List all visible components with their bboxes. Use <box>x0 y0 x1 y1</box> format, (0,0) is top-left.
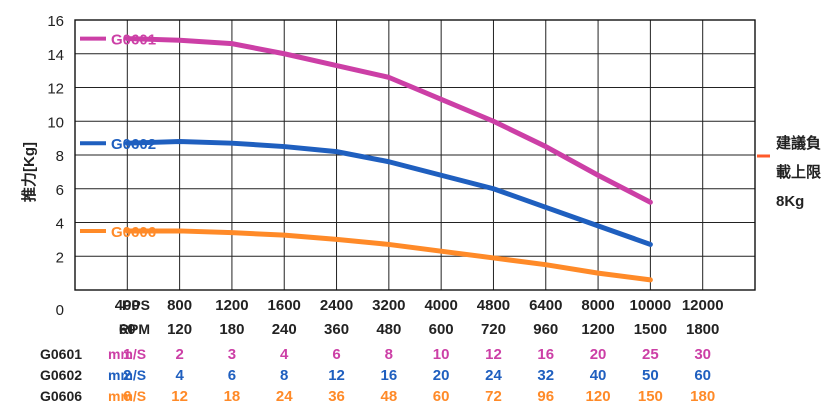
y-tick-label: 2 <box>56 249 64 266</box>
speed-value: 72 <box>485 388 502 405</box>
speed-value: 3 <box>228 346 236 363</box>
speed-value: 12 <box>328 367 345 384</box>
series-line-G0602 <box>124 139 653 247</box>
y-tick-label: 8 <box>56 148 64 165</box>
y-tick-label: 10 <box>47 114 64 131</box>
rpm-tick-label: 600 <box>429 321 454 338</box>
rpm-tick-label: 360 <box>324 321 349 338</box>
pps-tick-label: 6400 <box>529 297 562 314</box>
plot-frame <box>74 19 756 291</box>
load-limit-text: 載上限 <box>776 163 821 181</box>
speed-value: 6 <box>332 346 340 363</box>
pps-tick-label: 12000 <box>682 297 724 314</box>
speed-value: 50 <box>642 367 659 384</box>
speed-value: 4 <box>175 367 184 384</box>
y-tick-label: 16 <box>47 13 64 30</box>
rpm-tick-label: 720 <box>481 321 506 338</box>
speed-value: 20 <box>433 367 450 384</box>
speed-value: 12 <box>171 388 188 405</box>
rpm-tick-label: 1200 <box>581 321 614 338</box>
series-line-G0606 <box>124 228 653 283</box>
series-labels: G0601 G0602 G0606 <box>80 32 156 241</box>
speed-value: 36 <box>328 388 345 405</box>
speed-value: 20 <box>590 346 607 363</box>
speed-value: 48 <box>381 388 398 405</box>
speed-value: 8 <box>385 346 393 363</box>
y-axis-ticks: 2 4 6 8 10 12 14 16 <box>47 13 64 266</box>
speed-row-name-G0606: G0606 <box>40 388 82 404</box>
speed-value: 12 <box>485 346 502 363</box>
plot-border <box>74 19 756 291</box>
speed-row-unit-G0602: mm/S <box>108 367 146 383</box>
speed-value: 32 <box>537 367 554 384</box>
speed-value: 60 <box>433 388 450 405</box>
speed-value: 4 <box>280 346 289 363</box>
speed-value: 8 <box>280 367 288 384</box>
load-limit-text: 8Kg <box>776 193 804 210</box>
pps-tick-label: 4800 <box>477 297 510 314</box>
speed-value: 60 <box>694 367 711 384</box>
pps-tick-label: 2400 <box>320 297 353 314</box>
pps-tick-label: 1200 <box>215 297 248 314</box>
series-label-G0602: G0602 <box>111 136 156 153</box>
speed-value: 1 <box>123 346 131 363</box>
series-label-G0601: G0601 <box>111 32 156 49</box>
rpm-row-label: RPM <box>119 321 150 337</box>
speed-row-unit-G0601: mm/S <box>108 346 146 362</box>
speed-value: 24 <box>485 367 502 384</box>
rpm-tick-label: 1800 <box>686 321 719 338</box>
speed-value: 2 <box>123 367 131 384</box>
series-line-G0601 <box>124 36 653 205</box>
series-lines <box>124 36 653 283</box>
speed-value: 16 <box>381 367 398 384</box>
series-label-G0606: G0606 <box>111 224 156 241</box>
pps-tick-label: 1600 <box>268 297 301 314</box>
pps-row-label: PPS <box>122 297 150 313</box>
speed-value: 30 <box>694 346 711 363</box>
rpm-tick-label: 240 <box>272 321 297 338</box>
speed-value: 25 <box>642 346 659 363</box>
y-tick-label: 12 <box>47 81 64 98</box>
y-tick-label: 14 <box>47 47 64 64</box>
pps-tick-label: 10000 <box>630 297 672 314</box>
speed-value: 40 <box>590 367 607 384</box>
speed-value: 96 <box>537 388 554 405</box>
pps-tick-label: 4000 <box>424 297 457 314</box>
rpm-tick-label: 480 <box>376 321 401 338</box>
speed-value: 180 <box>690 388 715 405</box>
rpm-tick-label: 120 <box>167 321 192 338</box>
speed-row-name-G0601: G0601 <box>40 346 82 362</box>
speed-value: 120 <box>586 388 611 405</box>
speed-value: 24 <box>276 388 293 405</box>
speed-row-unit-G0606: mm/S <box>108 388 146 404</box>
speed-value: 10 <box>433 346 450 363</box>
rpm-tick-label: 180 <box>219 321 244 338</box>
speed-value: 6 <box>228 367 236 384</box>
pps-tick-label: 800 <box>167 297 192 314</box>
pps-tick-label: 3200 <box>372 297 405 314</box>
speed-row-name-G0602: G0602 <box>40 367 82 383</box>
speed-value: 2 <box>175 346 183 363</box>
pps-tick-label: 400 <box>115 297 140 314</box>
speed-value: 6 <box>123 388 131 405</box>
load-limit-text: 建議負 <box>776 134 821 152</box>
pps-tick-label: 8000 <box>581 297 614 314</box>
rpm-tick-label: 960 <box>533 321 558 338</box>
y-tick-label: 4 <box>56 216 64 233</box>
speed-value: 18 <box>224 388 241 405</box>
speed-value: 150 <box>638 388 663 405</box>
speed-value: 16 <box>537 346 554 363</box>
rpm-tick-label: 1500 <box>634 321 667 338</box>
rpm-tick-label: 60 <box>119 321 136 338</box>
origin-label: 0 <box>56 302 64 319</box>
y-tick-label: 6 <box>56 182 64 199</box>
y-axis-label: 推力[Kg] <box>20 142 38 202</box>
